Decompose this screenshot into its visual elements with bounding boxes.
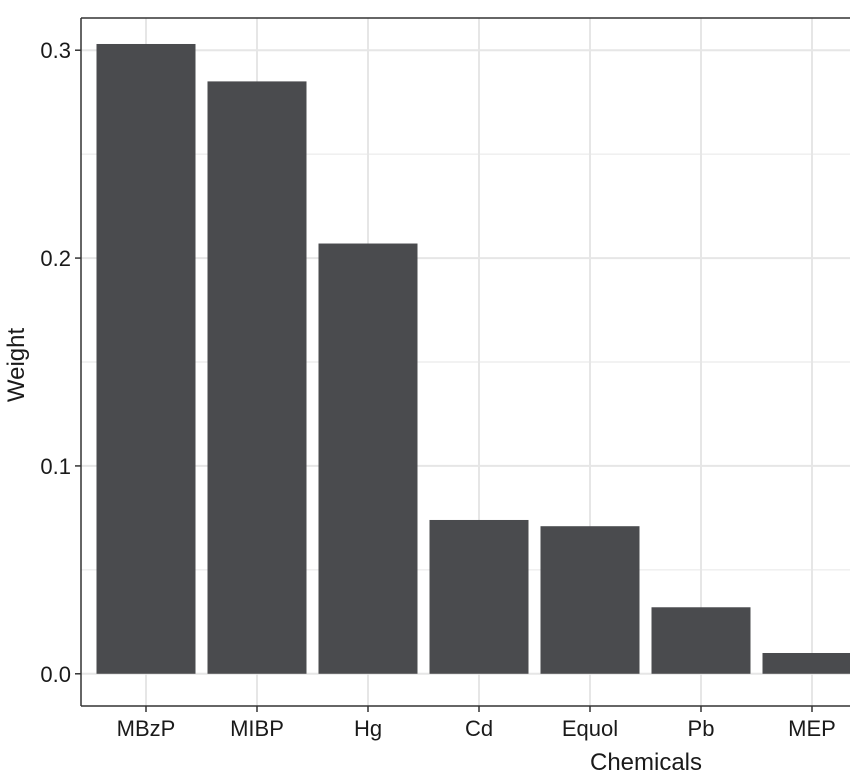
bar-mbzp: [97, 44, 196, 674]
y-tick-label: 0.2: [40, 246, 71, 271]
x-tick-label: Pb: [688, 716, 715, 741]
bar-pb: [652, 607, 751, 674]
x-tick-label: Equol: [562, 716, 618, 741]
x-axis-title: Chemicals: [590, 749, 702, 774]
x-tick-label: MIBP: [230, 716, 284, 741]
y-axis-title: Weight: [3, 328, 30, 403]
x-tick-label: Cd: [465, 716, 493, 741]
y-tick-label: 0.3: [40, 38, 71, 63]
bar-cd: [430, 520, 529, 674]
y-tick-label: 0.1: [40, 454, 71, 479]
x-tick-label: MBzP: [117, 716, 176, 741]
x-tick-label: Hg: [354, 716, 382, 741]
x-tick-label: MEP: [788, 716, 836, 741]
y-tick-label: 0.0: [40, 662, 71, 687]
bar-hg: [319, 244, 418, 674]
bar-equol: [541, 526, 640, 674]
bar-mep: [763, 653, 850, 674]
bar-mibp: [208, 81, 307, 673]
